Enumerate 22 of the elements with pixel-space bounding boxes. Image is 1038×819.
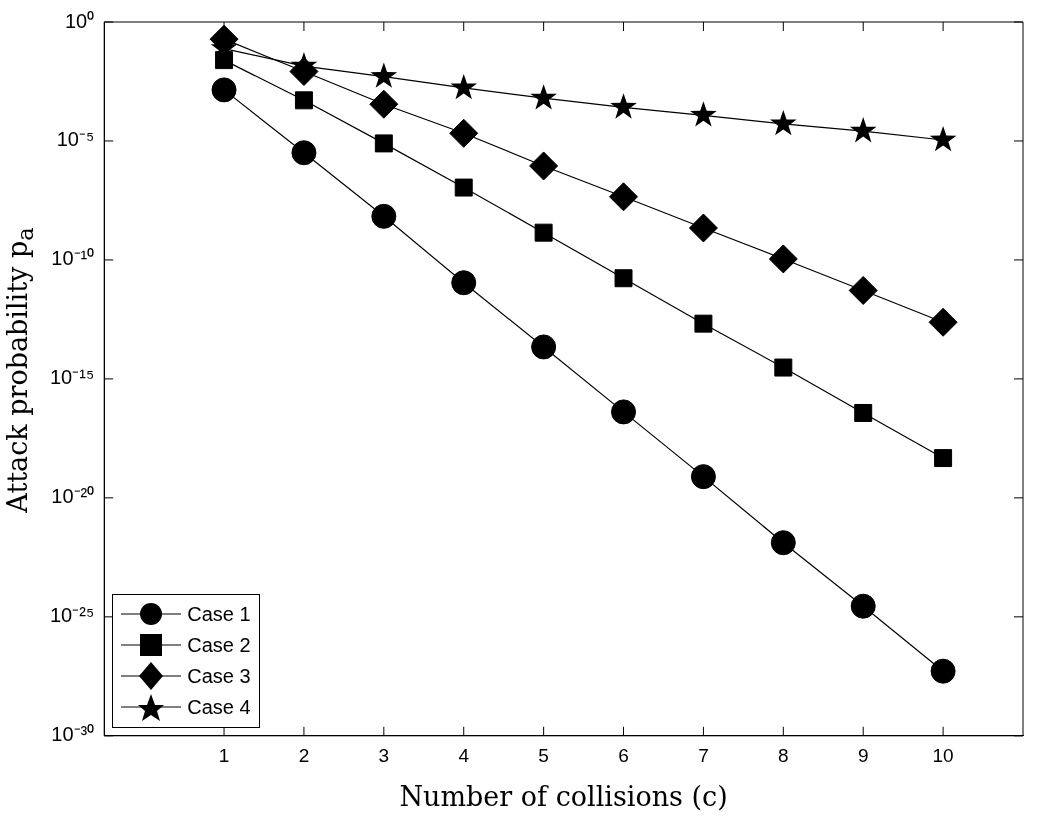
- x-tick-label: 3: [378, 745, 390, 767]
- y-tick-label: 10⁻¹⁵: [49, 366, 95, 389]
- x-tick-label: 9: [857, 745, 869, 767]
- y-tick-label: 10⁻¹⁰: [51, 247, 95, 270]
- legend-label: Case 2: [187, 633, 251, 657]
- x-tick-label: 10: [932, 745, 954, 767]
- x-axis-title: Number of collisions (c): [399, 780, 728, 812]
- y-tick-label: 10⁻⁵: [56, 128, 95, 151]
- y-tick-label: 10⁻²⁵: [49, 604, 95, 627]
- y-tick-label: 10⁻³⁰: [51, 723, 95, 746]
- x-tick-label: 7: [698, 745, 709, 767]
- x-tick-label: 2: [298, 745, 310, 767]
- legend-label: Case 4: [187, 695, 251, 719]
- legend-label: Case 3: [187, 664, 251, 688]
- x-tick-label: 8: [778, 745, 789, 767]
- x-tick-label: 6: [618, 745, 629, 767]
- x-tick-label: 4: [458, 745, 470, 767]
- y-tick-label: 10⁰: [64, 9, 95, 32]
- x-tick-label: 5: [538, 745, 549, 767]
- x-tick-label: 1: [218, 745, 230, 767]
- y-tick-label: 10⁻²⁰: [51, 485, 95, 508]
- legend-label: Case 1: [187, 602, 251, 626]
